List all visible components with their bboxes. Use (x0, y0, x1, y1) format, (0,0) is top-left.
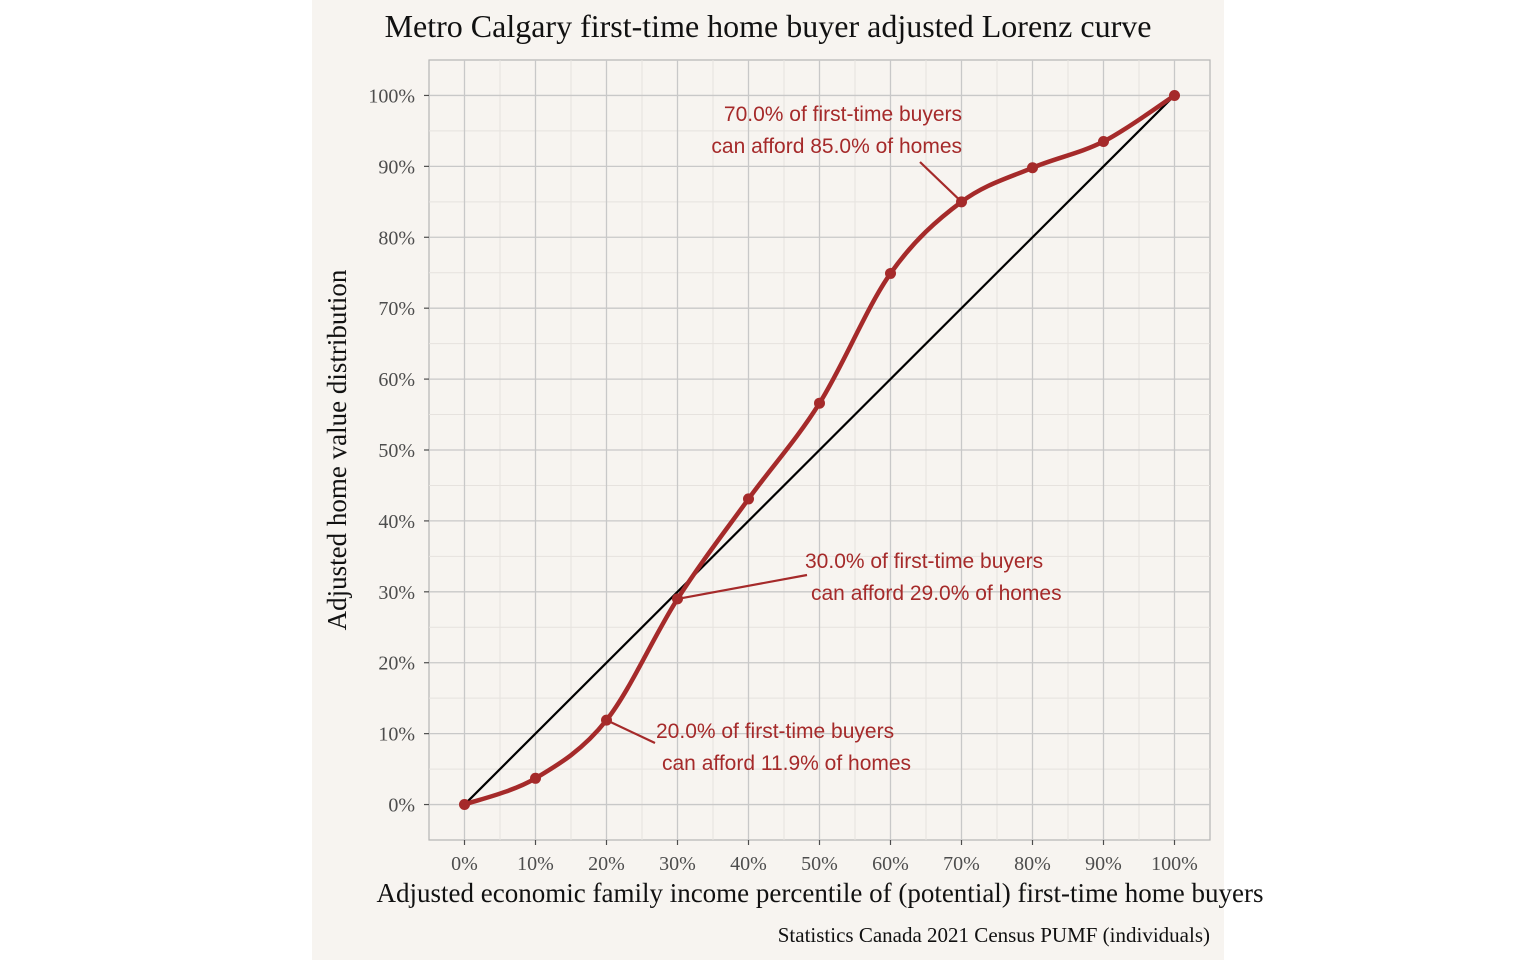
data-point (1027, 162, 1038, 174)
chart-caption: Statistics Canada 2021 Census PUMF (indi… (778, 923, 1210, 947)
y-tick-label: 60% (378, 369, 415, 391)
x-tick-label: 60% (872, 853, 909, 875)
annotation-line-2: can afford 29.0% of homes (811, 582, 1062, 605)
data-point (743, 493, 754, 505)
x-tick-label: 80% (1014, 853, 1051, 875)
data-points (459, 89, 1180, 811)
annotation-leader (677, 573, 808, 600)
x-tick-label: 40% (730, 853, 767, 875)
x-tick-label: 70% (943, 853, 980, 875)
x-tick-label: 0% (451, 853, 478, 875)
data-point (1098, 136, 1109, 148)
y-tick-label: 50% (378, 440, 415, 462)
y-tick-label: 20% (378, 653, 415, 675)
annotation-line-1: 30.0% of first-time buyers (805, 550, 1043, 573)
data-point (530, 772, 541, 784)
equality-line (463, 94, 1176, 806)
y-axis-title: Adjusted home value distribution (322, 269, 352, 630)
y-tick-label: 90% (378, 156, 415, 178)
y-tick-label: 10% (378, 724, 415, 746)
y-tick-label: 70% (378, 298, 415, 320)
x-tick-label: 20% (588, 853, 625, 875)
x-axis-ticks: 0% 10% 20% 30% 40% 50% 60% 70% 80% 90% 100% (451, 840, 1198, 875)
x-axis-title: Adjusted economic family income percenti… (377, 878, 1264, 908)
y-tick-label: 0% (388, 795, 415, 817)
annotation-line-2: can afford 11.9% of homes (662, 752, 911, 775)
annotation-line-1: 20.0% of first-time buyers (656, 720, 894, 743)
y-tick-label: 80% (378, 227, 415, 249)
chart-title: Metro Calgary first-time home buyer adju… (385, 8, 1152, 44)
annotation-line-1: 70.0% of first-time buyers (724, 103, 962, 126)
data-point (885, 267, 896, 279)
annotations: 70.0% of first-time buyers can afford 85.… (656, 103, 1062, 775)
y-tick-label: 100% (368, 85, 415, 107)
data-point (814, 397, 825, 409)
plot-panel (428, 59, 1211, 841)
major-gridlines (429, 60, 1210, 840)
x-tick-label: 30% (659, 853, 696, 875)
annotation-leader (919, 161, 963, 203)
data-point (459, 799, 470, 811)
y-tick-label: 30% (378, 582, 415, 604)
data-point (1169, 89, 1180, 101)
annotation-leader-lines (606, 161, 963, 744)
annotation-leader (606, 719, 656, 744)
annotation-line-2: can afford 85.0% of homes (711, 135, 962, 158)
y-axis-ticks: 0% 10% 20% 30% 40% 50% 60% 70% 80% 90% 100% (368, 85, 429, 817)
x-tick-label: 50% (801, 853, 838, 875)
x-tick-label: 10% (517, 853, 554, 875)
x-tick-label: 100% (1151, 853, 1198, 875)
y-tick-label: 40% (378, 511, 415, 533)
x-tick-label: 90% (1085, 853, 1122, 875)
